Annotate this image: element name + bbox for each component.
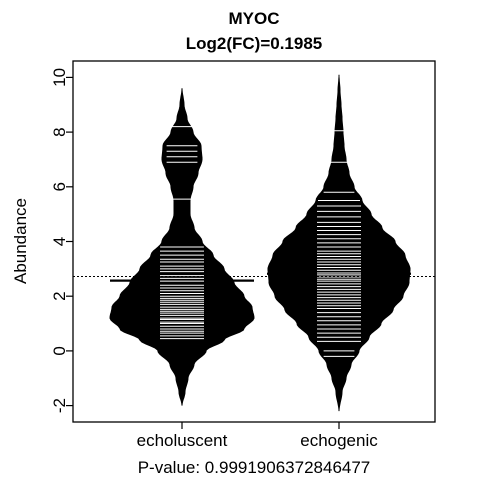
x-axis-label: P-value: 0.9991906372846477 xyxy=(138,458,371,477)
y-tick-label: 8 xyxy=(50,127,69,136)
y-tick-label: 6 xyxy=(50,182,69,191)
x-tick-label-echogenic: echogenic xyxy=(300,431,378,450)
chart-title: MYOC xyxy=(229,9,280,28)
y-axis: -2 0 2 4 6 8 10 xyxy=(50,68,73,413)
y-tick-label: 4 xyxy=(50,237,69,246)
beans-layer xyxy=(109,74,411,412)
y-tick-label: 0 xyxy=(50,346,69,355)
y-tick-label: -2 xyxy=(50,398,69,413)
y-tick-label: 2 xyxy=(50,291,69,300)
x-tick-label-echoluscent: echoluscent xyxy=(137,431,228,450)
y-tick-label: 10 xyxy=(50,68,69,87)
chart-subtitle: Log2(FC)=0.1985 xyxy=(186,34,323,53)
x-axis: echoluscent echogenic xyxy=(137,422,378,450)
y-axis-label: Abundance xyxy=(11,198,30,284)
